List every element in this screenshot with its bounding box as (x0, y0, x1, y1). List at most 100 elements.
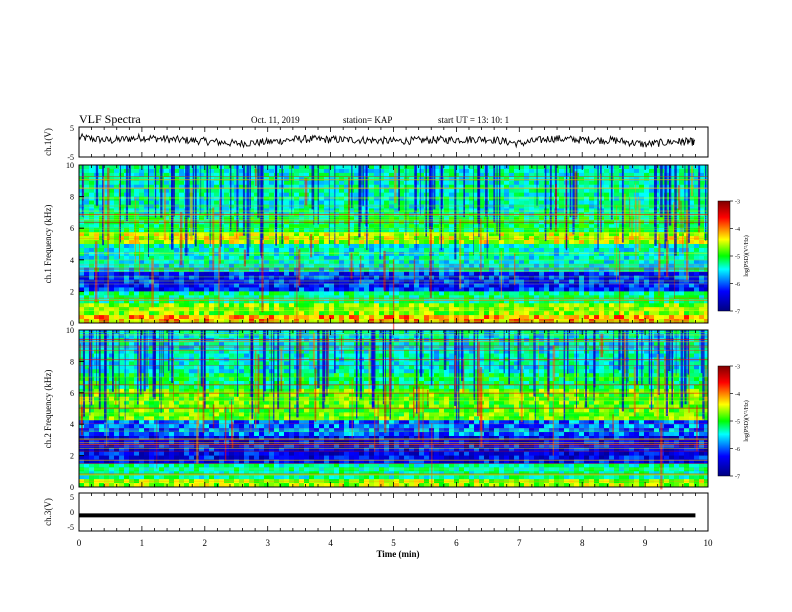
ch1-spectrogram-cell (574, 259, 580, 265)
ch1-spectrogram-cell (114, 287, 120, 292)
ch1-spectrogram-cell (284, 224, 290, 229)
ch1-spectrogram-cell (544, 208, 550, 213)
ch1-waveform-trace (78, 132, 696, 149)
ch1-spectrogram-cell (624, 287, 630, 292)
ch1-spectrogram-cell (449, 271, 455, 276)
ch1-spectrogram-cell (314, 208, 320, 213)
ch1-spectrogram-cell (184, 303, 190, 308)
ch1-spectrogram-cell (324, 165, 330, 170)
ch1-spectrogram-cell (309, 271, 315, 276)
ch1-spectrogram-cell (479, 287, 485, 292)
ch1-spectrogram-cell (304, 275, 310, 280)
ch1-spectrogram-cell (204, 291, 210, 296)
ch1-spectrogram-cell (79, 275, 85, 280)
ch1-spectrogram-cell (544, 192, 550, 197)
ch1-spectrogram-cell (409, 255, 415, 261)
ch1-spectrogram-cell (229, 291, 235, 296)
ch1-spectrogram-cell (649, 315, 655, 320)
ch1-spectrogram-cell (199, 247, 205, 253)
ch1-spectrogram-cell (194, 247, 200, 253)
ch1-spectrogram-cell (584, 240, 590, 245)
ch1-spectrogram-cell (444, 244, 450, 249)
ch1-spectrogram-cell (104, 180, 110, 186)
ch1-spectrogram-cell (519, 287, 525, 292)
ch1-spectrogram-cell (154, 180, 160, 186)
ch1-spectrogram-cell (479, 240, 485, 245)
ch1-spectrogram-cell (629, 303, 635, 308)
ch1-spectrogram-cell (124, 311, 130, 316)
ch1-spectrogram-cell (369, 208, 375, 213)
ch1-spectrogram-cell (389, 196, 395, 201)
ch1-spectrogram-cell (569, 315, 575, 320)
ch1-spectrogram-cell (234, 267, 240, 273)
ch1-spectrogram-cell (499, 184, 505, 190)
ch1-spectrogram-cell (194, 275, 200, 280)
ch1-spectrogram-cell (539, 168, 545, 174)
ch1-spectrogram-cell (344, 279, 350, 284)
ch1-spectrogram-cell (399, 287, 405, 292)
ch1-spectrogram-cell (154, 259, 160, 265)
ch1-spectrogram-cell (399, 279, 405, 284)
ch1-spectrogram-cell (314, 311, 320, 316)
ch1-spectrogram-cell (544, 188, 550, 194)
ch1-spectrogram-cell (179, 287, 185, 292)
ch1-spectrogram-cell (529, 216, 535, 221)
ch1-spectrogram-cell (684, 204, 690, 209)
ch1-spectrogram-cell (164, 275, 170, 280)
ch1-spectrogram-cell (99, 251, 105, 257)
ch1-spectrogram-cell (529, 204, 535, 209)
ch1-spectrogram-cell (214, 228, 220, 233)
ch1-spectrogram-cell (84, 247, 90, 253)
ch1-spectrogram-cell (609, 228, 615, 233)
ch1-spectrogram-cell (494, 247, 500, 253)
ch1-spectrogram-cell (689, 303, 695, 308)
ch1-spectrogram-cell (359, 228, 365, 233)
ch1-spectrogram-cell (264, 184, 270, 190)
ch1-spectrogram-cell (629, 311, 635, 316)
ch1-spectrogram-cell (369, 275, 375, 280)
ch1-spectrogram-cell (119, 200, 125, 205)
ch1-spectrogram-cell (479, 172, 485, 178)
ch1-spectrogram-cell (129, 200, 135, 205)
ch1-spectrogram-cell (329, 204, 335, 209)
ch1-spectrogram-cell (284, 165, 290, 170)
ch1-spectrogram-cell (114, 228, 120, 233)
ch1-spectrogram-cell (234, 303, 240, 308)
ch1-spectrogram-cell (224, 244, 230, 249)
ch1-spectrogram-cell (589, 224, 595, 229)
ch1-spectrogram-cell (569, 188, 575, 194)
ch1-spectrogram-cell (229, 180, 235, 186)
ch1-spectrogram-cell (509, 216, 515, 221)
ch1-spectrogram-cell (99, 224, 105, 229)
ch1-spectrogram-cell (464, 184, 470, 190)
ch1-spectrogram-cell (609, 232, 615, 237)
ch1-spectrogram-cell (464, 295, 470, 300)
ch1-spectrogram-cell (569, 192, 575, 197)
ch1-spectrogram-cell (419, 291, 425, 296)
ch1-spectrogram-cell (469, 275, 475, 280)
ch1-spectrogram-cell (399, 188, 405, 194)
ch1-spectrogram-cell (569, 165, 575, 170)
ch1-spectrogram-cell (294, 208, 300, 213)
ch1-spectrogram-cell (459, 224, 465, 229)
ch1-spectrogram-cell (504, 232, 510, 237)
ch1-spectrogram-cell (469, 303, 475, 308)
ch1-spectrogram-cell (404, 295, 410, 300)
ch1-spectrogram-cell (644, 279, 650, 284)
ch1-spectrogram-cell (229, 251, 235, 257)
ch1-spectrogram-cell (79, 208, 85, 213)
ch1-spectrogram-cell (669, 196, 675, 201)
ch1-spectrogram-cell (149, 208, 155, 213)
ch1-spectrogram-cell (174, 251, 180, 257)
ch1-spectrogram-cell (189, 311, 195, 316)
ch1-spectrogram-cell (414, 228, 420, 233)
ch1-spectrogram-cell (489, 172, 495, 178)
ch1-spectrogram-cell (669, 311, 675, 316)
ch1-spectrogram-cell (629, 271, 635, 276)
ch1-spectrogram-cell (604, 184, 610, 190)
ch1-spectrogram-cell (334, 216, 340, 221)
ch1-spectrogram-cell (534, 279, 540, 284)
ch1-spectrogram-cell (624, 291, 630, 296)
ch1-spectrogram-cell (164, 279, 170, 284)
ch1-spectrogram-cell (289, 251, 295, 257)
